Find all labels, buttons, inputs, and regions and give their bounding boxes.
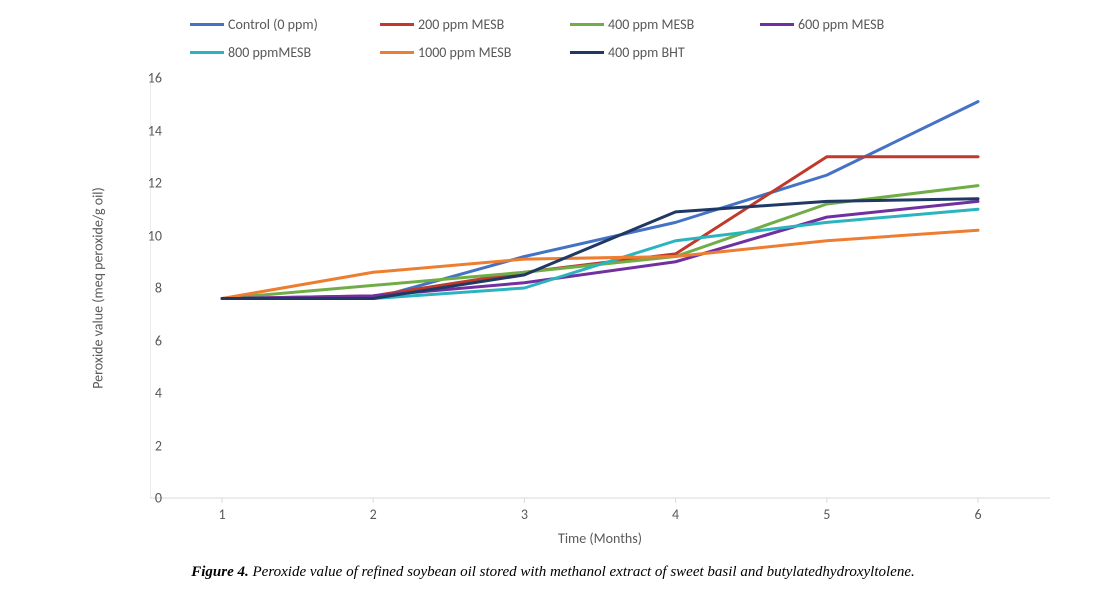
- series-line-mesb600: [222, 201, 978, 298]
- y-tick-label: 8: [132, 280, 162, 297]
- legend-swatch: [760, 23, 794, 26]
- y-tick-label: 6: [132, 332, 162, 349]
- y-tick-label: 0: [132, 490, 162, 507]
- caption-text: Peroxide value of refined soybean oil st…: [249, 564, 915, 580]
- y-tick-label: 10: [132, 227, 162, 244]
- y-tick-label: 4: [132, 385, 162, 402]
- legend-swatch: [380, 23, 414, 26]
- legend-item-mesb400: 400 ppm MESB: [570, 10, 760, 38]
- legend-item-mesb200: 200 ppm MESB: [380, 10, 570, 38]
- legend-swatch: [190, 51, 224, 54]
- legend: Control (0 ppm) 200 ppm MESB 400 ppm MESB 6…: [190, 10, 950, 66]
- chart-svg: [150, 78, 1050, 508]
- x-tick-label: 3: [521, 506, 528, 523]
- y-tick-label: 12: [132, 175, 162, 192]
- y-tick-label: 2: [132, 437, 162, 454]
- caption-label: Figure 4.: [191, 564, 249, 580]
- legend-label: 1000 ppm MESB: [418, 44, 511, 61]
- legend-swatch: [570, 51, 604, 54]
- legend-label: 400 ppm BHT: [608, 44, 685, 61]
- x-tick-label: 1: [218, 506, 225, 523]
- legend-item-mesb1000: 1000 ppm MESB: [380, 38, 570, 66]
- legend-label: 200 ppm MESB: [418, 16, 504, 33]
- legend-item-mesb800: 800 ppmMESB: [190, 38, 380, 66]
- y-tick-label: 16: [132, 70, 162, 87]
- legend-item-mesb600: 600 ppm MESB: [760, 10, 950, 38]
- legend-swatch: [570, 23, 604, 26]
- x-tick-label: 2: [370, 506, 377, 523]
- y-axis-title: Peroxide value (meq peroxide/g oil): [90, 187, 107, 389]
- legend-swatch: [380, 51, 414, 54]
- x-tick-label: 5: [823, 506, 830, 523]
- series-line-mesb800: [222, 209, 978, 298]
- figure-caption: Figure 4. Peroxide value of refined soyb…: [0, 564, 1106, 581]
- series-line-mesb200: [222, 157, 978, 299]
- legend-label: 600 ppm MESB: [798, 16, 884, 33]
- x-tick-label: 4: [672, 506, 679, 523]
- legend-item-bht400: 400 ppm BHT: [570, 38, 760, 66]
- peroxide-chart: Control (0 ppm) 200 ppm MESB 400 ppm MESB 6…: [40, 10, 1070, 550]
- plot-area: [150, 78, 1050, 498]
- legend-swatch: [190, 23, 224, 26]
- legend-item-control: Control (0 ppm): [190, 10, 380, 38]
- y-tick-label: 14: [132, 122, 162, 139]
- x-axis-title: Time (Months): [558, 530, 642, 547]
- x-tick-label: 6: [974, 506, 981, 523]
- legend-label: Control (0 ppm): [228, 16, 318, 33]
- legend-label: 400 ppm MESB: [608, 16, 694, 33]
- legend-label: 800 ppmMESB: [228, 44, 311, 61]
